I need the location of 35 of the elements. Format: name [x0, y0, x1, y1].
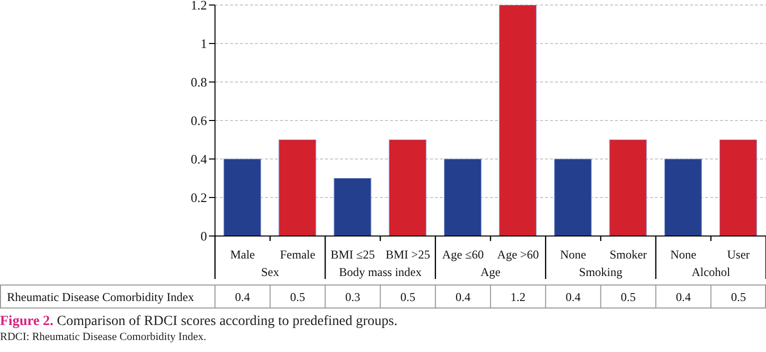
data-label: 0.5 — [400, 290, 416, 304]
data-label: 0.4 — [455, 290, 470, 304]
x-tick-label: User — [727, 248, 750, 262]
y-tick-label: 1.2 — [190, 0, 207, 13]
x-tick-label: Age ≤60 — [442, 248, 484, 262]
y-tick-label: 0 — [200, 228, 207, 244]
data-label: 0.3 — [345, 290, 360, 304]
y-tick-label: 1 — [200, 36, 207, 52]
y-tick-label: 0.2 — [190, 190, 207, 206]
data-label: 0.5 — [620, 290, 636, 304]
y-tick-label: 0.8 — [190, 74, 207, 90]
data-label: 0.4 — [235, 290, 250, 304]
x-tick-label: BMI ≤25 — [330, 248, 375, 262]
data-label: 0.4 — [676, 290, 691, 304]
y-tick-label: 0.6 — [190, 113, 208, 128]
text: Body mass index — [338, 265, 422, 279]
text: Rheumatic Disease Comorbidity Index — [7, 290, 194, 304]
x-tick-label: None — [560, 248, 586, 262]
x-tick-label: None — [670, 248, 696, 262]
y-tick-label: 0.4 — [190, 152, 208, 167]
text: Figure 2. Comparison of RDCI scores according to predefined groups. — [0, 314, 398, 329]
text: Smoking — [579, 265, 622, 279]
x-tick-label: BMI >25 — [386, 248, 430, 262]
data-label: 0.5 — [730, 290, 746, 304]
text: Alcohol — [692, 265, 731, 279]
text: RDCI: Rheumatic Disease Comorbidity Index. — [0, 331, 206, 343]
x-tick-label: Smoker — [610, 248, 647, 262]
data-label: 0.4 — [566, 290, 581, 304]
data-label: 1.2 — [510, 290, 526, 304]
data-label: 0.5 — [290, 290, 306, 304]
x-tick-label: Female — [280, 248, 316, 262]
x-tick-label: Male — [230, 248, 255, 262]
x-tick-label: Age >60 — [497, 248, 539, 262]
text: Sex — [261, 265, 280, 279]
text: Age — [480, 265, 500, 279]
